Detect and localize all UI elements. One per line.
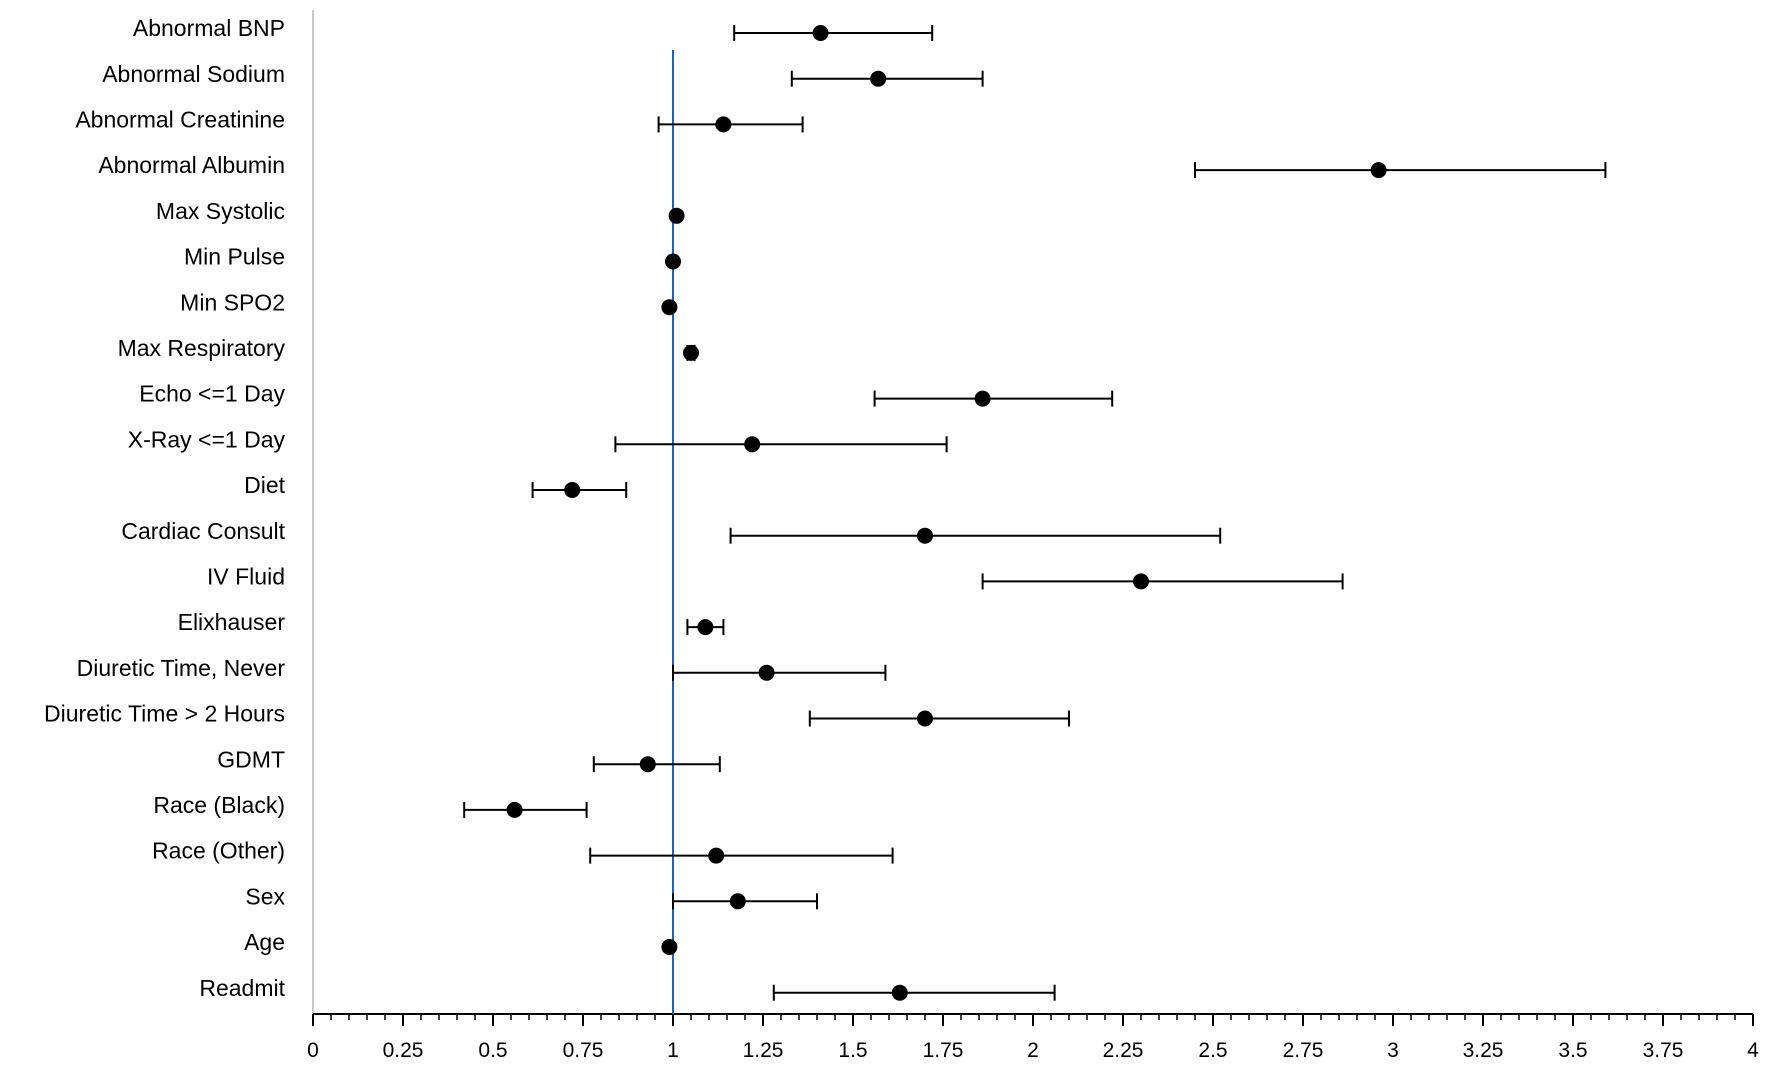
- point-estimate: [715, 116, 732, 133]
- point-estimate: [917, 527, 933, 544]
- point-estimate: [729, 893, 746, 910]
- category-label: Sex: [245, 883, 285, 909]
- category-label: Min Pulse: [184, 244, 285, 270]
- category-label: Abnormal Creatinine: [75, 106, 285, 132]
- x-tick-label: 2.25: [1103, 1039, 1144, 1062]
- point-estimate: [1133, 573, 1149, 590]
- x-tick-label: 2.5: [1198, 1039, 1227, 1062]
- point-estimate: [812, 25, 829, 41]
- point-estimate: [917, 710, 933, 727]
- x-tick-label: 3.75: [1643, 1039, 1684, 1062]
- category-label: Max Systolic: [156, 198, 285, 224]
- category-label: IV Fluid: [207, 563, 285, 589]
- x-tick-label: 3.25: [1463, 1039, 1504, 1062]
- point-estimate: [870, 70, 887, 87]
- point-estimate: [506, 801, 523, 818]
- category-label: Race (Black): [153, 792, 285, 818]
- point-estimate: [661, 299, 678, 316]
- category-label: Abnormal Sodium: [102, 61, 285, 87]
- x-tick-label: 2.75: [1283, 1039, 1324, 1062]
- category-label: Abnormal BNP: [133, 15, 285, 41]
- point-estimate: [683, 344, 699, 361]
- category-label: Age: [244, 929, 285, 955]
- category-label: Diuretic Time, Never: [77, 655, 286, 681]
- category-label: X-Ray <=1 Day: [128, 426, 286, 452]
- point-estimate: [1370, 162, 1387, 179]
- category-label: Echo <=1 Day: [139, 381, 285, 407]
- x-tick-label: 4: [1747, 1039, 1759, 1062]
- x-tick-label: 3: [1387, 1039, 1399, 1062]
- category-label: Diet: [244, 472, 286, 498]
- category-label: Elixhauser: [178, 609, 286, 635]
- x-tick-label: 0.75: [563, 1039, 604, 1062]
- point-estimate: [758, 664, 775, 681]
- x-tick-label: 2: [1027, 1039, 1039, 1062]
- point-estimate: [661, 939, 678, 955]
- x-tick-label: 0.5: [478, 1039, 507, 1062]
- category-label: Min SPO2: [180, 289, 285, 315]
- point-estimate: [564, 482, 581, 498]
- point-estimate: [668, 207, 685, 224]
- category-label: Diuretic Time > 2 Hours: [44, 701, 285, 727]
- category-label: Race (Other): [152, 838, 285, 864]
- category-label: Cardiac Consult: [121, 518, 285, 544]
- category-label: Abnormal Albumin: [98, 152, 285, 178]
- x-tick-label: 1.5: [838, 1039, 867, 1062]
- x-tick-label: 1.25: [743, 1039, 784, 1062]
- point-estimate: [708, 847, 725, 864]
- point-estimate: [665, 253, 681, 270]
- x-tick-label: 0: [307, 1039, 319, 1062]
- category-label: Readmit: [199, 975, 285, 1001]
- point-estimate: [974, 390, 991, 407]
- point-estimate: [744, 436, 761, 453]
- x-tick-label: 1.75: [923, 1039, 964, 1062]
- category-label: GDMT: [217, 746, 285, 772]
- x-tick-label: 3.5: [1558, 1039, 1587, 1062]
- point-estimate: [639, 756, 656, 773]
- category-label: Max Respiratory: [118, 335, 286, 361]
- x-tick-label: 1: [667, 1039, 679, 1062]
- x-tick-label: 0.25: [383, 1039, 424, 1062]
- point-estimate: [697, 619, 714, 636]
- point-estimate: [891, 984, 908, 1001]
